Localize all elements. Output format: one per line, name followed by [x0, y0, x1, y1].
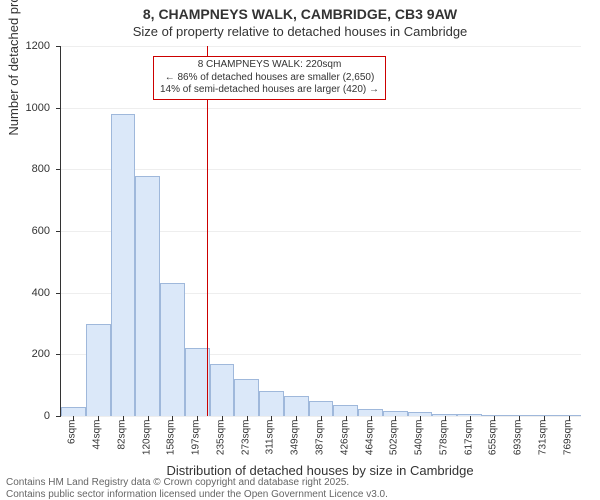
y-tick-mark	[56, 354, 61, 355]
annotation-box: 8 CHAMPNEYS WALK: 220sqm← 86% of detache…	[153, 56, 386, 100]
x-tick-label: 769sqm	[562, 420, 573, 460]
x-tick-label: 387sqm	[315, 420, 326, 460]
x-tick-label: 693sqm	[513, 420, 524, 460]
x-tick-label: 731sqm	[537, 420, 548, 460]
y-tick-mark	[56, 108, 61, 109]
annotation-line3: 14% of semi-detached houses are larger (…	[160, 84, 379, 97]
x-tick-label: 311sqm	[265, 420, 276, 460]
histogram-bar	[284, 396, 309, 416]
histogram-bar	[86, 324, 111, 417]
chart-figure: 8, CHAMPNEYS WALK, CAMBRIDGE, CB3 9AW Si…	[0, 0, 600, 500]
x-tick-label: 44sqm	[92, 420, 103, 460]
attribution-text: Contains HM Land Registry data © Crown c…	[6, 477, 388, 500]
histogram-bar	[111, 114, 136, 416]
x-tick-label: 617sqm	[463, 420, 474, 460]
x-tick-label: 540sqm	[414, 420, 425, 460]
chart-title: 8, CHAMPNEYS WALK, CAMBRIDGE, CB3 9AW	[0, 6, 600, 22]
x-tick-label: 6sqm	[67, 420, 78, 460]
histogram-bar	[234, 379, 259, 416]
x-tick-label: 197sqm	[191, 420, 202, 460]
gridline	[61, 46, 581, 47]
y-tick-label: 800	[0, 163, 50, 175]
y-tick-mark	[56, 293, 61, 294]
x-tick-label: 502sqm	[389, 420, 400, 460]
y-axis-label: Number of detached properties	[6, 0, 21, 231]
x-tick-label: 464sqm	[364, 420, 375, 460]
x-tick-label: 120sqm	[141, 420, 152, 460]
y-tick-label: 400	[0, 287, 50, 299]
histogram-bar	[333, 405, 358, 416]
y-tick-mark	[56, 169, 61, 170]
annotation-line2: ← 86% of detached houses are smaller (2,…	[160, 72, 379, 85]
x-tick-label: 655sqm	[488, 420, 499, 460]
histogram-bar	[160, 283, 185, 416]
x-tick-label: 82sqm	[116, 420, 127, 460]
histogram-bar	[61, 407, 86, 416]
x-tick-label: 578sqm	[438, 420, 449, 460]
histogram-bar	[309, 401, 334, 416]
y-tick-mark	[56, 416, 61, 417]
y-tick-mark	[56, 231, 61, 232]
y-tick-mark	[56, 46, 61, 47]
x-tick-label: 349sqm	[290, 420, 301, 460]
x-axis-label: Distribution of detached houses by size …	[60, 463, 580, 478]
y-tick-label: 1200	[0, 40, 50, 52]
y-tick-label: 200	[0, 348, 50, 360]
plot-area: 8 CHAMPNEYS WALK: 220sqm← 86% of detache…	[60, 46, 581, 417]
y-tick-label: 600	[0, 225, 50, 237]
x-tick-label: 235sqm	[215, 420, 226, 460]
annotation-line1: 8 CHAMPNEYS WALK: 220sqm	[160, 59, 379, 72]
histogram-bar	[135, 176, 160, 417]
y-tick-label: 1000	[0, 102, 50, 114]
attribution-line1: Contains HM Land Registry data © Crown c…	[6, 477, 388, 489]
reference-line	[207, 46, 208, 416]
gridline	[61, 169, 581, 170]
x-tick-label: 273sqm	[240, 420, 251, 460]
histogram-bar	[210, 364, 235, 416]
histogram-bar	[358, 409, 383, 416]
x-tick-label: 158sqm	[166, 420, 177, 460]
y-tick-label: 0	[0, 410, 50, 422]
x-tick-label: 426sqm	[339, 420, 350, 460]
histogram-bar	[259, 391, 284, 416]
attribution-line2: Contains public sector information licen…	[6, 489, 388, 500]
gridline	[61, 108, 581, 109]
chart-subtitle: Size of property relative to detached ho…	[0, 24, 600, 39]
